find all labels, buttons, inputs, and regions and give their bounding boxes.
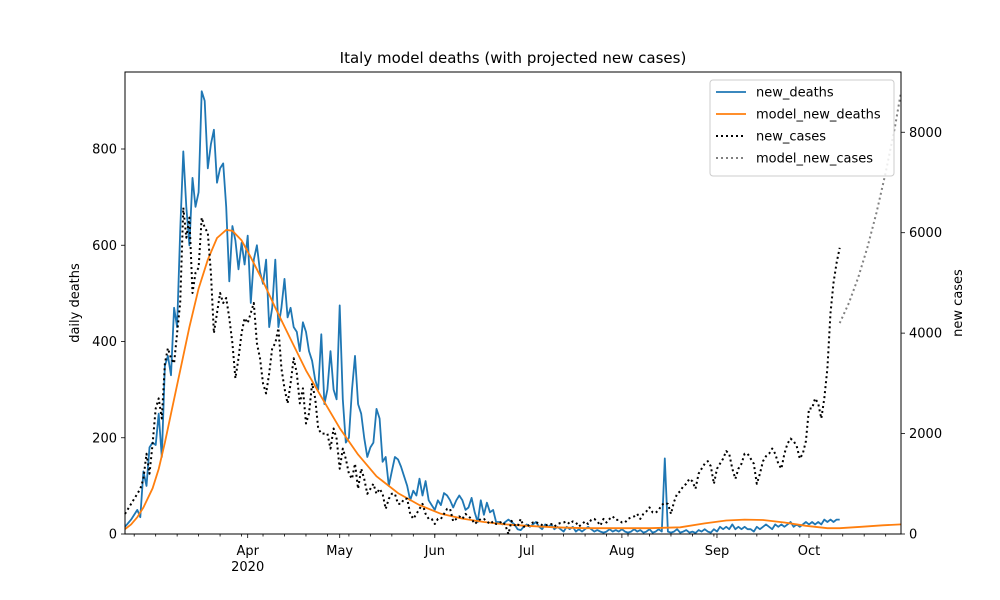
y-right-tick-label: 2000 <box>909 427 942 442</box>
legend-label: new_deaths <box>756 86 834 101</box>
x-tick-label: Aug <box>609 544 634 559</box>
series-line-new-deaths <box>124 90 840 534</box>
x-tick-label: Oct <box>798 544 820 559</box>
y-left-tick-label: 800 <box>92 143 117 158</box>
y-right-tick-label: 4000 <box>909 327 942 342</box>
y-right-tick-label: 8000 <box>909 126 942 141</box>
legend-label: model_new_cases <box>756 152 873 167</box>
y-axis-right: 0 2000 4000 6000 8000 <box>901 126 942 543</box>
y-left-tick-label: 600 <box>92 239 117 254</box>
plot-frame <box>124 71 902 535</box>
y-left-tick-label: 0 <box>109 528 117 543</box>
y-right-tick-label: 0 <box>909 528 917 543</box>
y-axis-right-label: new cases <box>951 269 966 337</box>
legend-label: model_new_deaths <box>756 108 881 123</box>
y-right-tick-label: 6000 <box>909 226 942 241</box>
y-axis-left: 0 200 400 600 800 <box>92 143 125 543</box>
y-axis-left-label: daily deaths <box>68 263 83 343</box>
x-tick-label: Jun <box>424 544 445 559</box>
x-tick-label: Jul <box>518 544 535 559</box>
series-line-model-new-deaths <box>124 228 902 530</box>
x-tick-label: Sep <box>705 544 730 559</box>
chart-title: Italy model deaths (with projected new c… <box>340 49 687 67</box>
x-tick-sublabel: 2020 <box>231 560 264 575</box>
x-tick-label: May <box>326 544 353 559</box>
legend-label: new_cases <box>756 130 826 145</box>
legend: new_deaths model_new_deaths new_casesmodel… <box>709 79 895 177</box>
y-left-tick-label: 400 <box>92 335 117 350</box>
legend-box <box>709 79 895 177</box>
x-tick-label: Apr <box>236 544 259 559</box>
y-left-tick-label: 200 <box>92 431 117 446</box>
